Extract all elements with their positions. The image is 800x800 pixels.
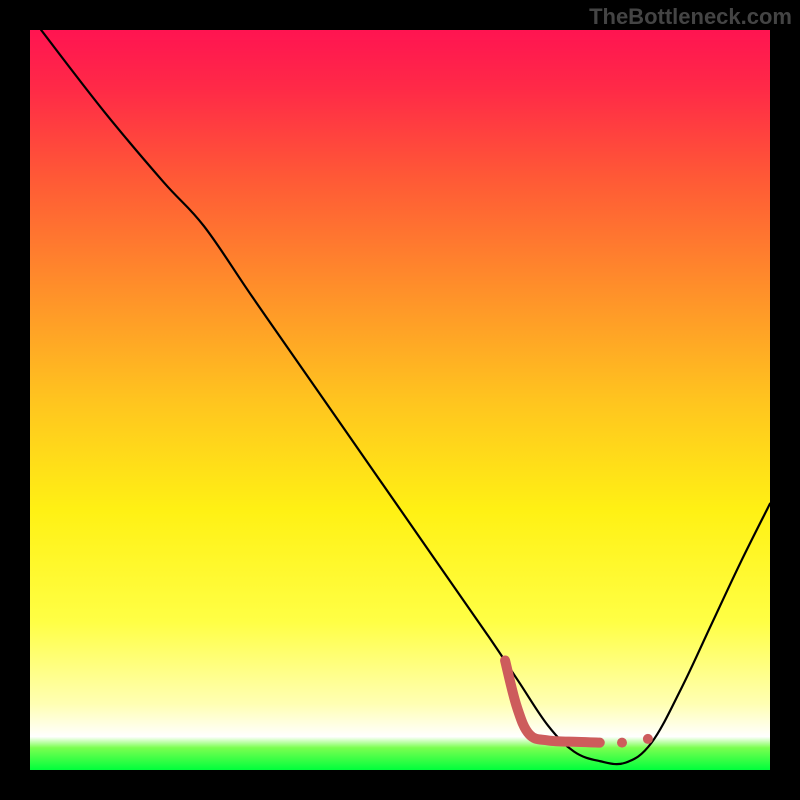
watermark-text: TheBottleneck.com — [589, 4, 792, 30]
accent-dot-2 — [643, 734, 653, 744]
bottleneck-curve-chart — [30, 30, 770, 770]
chart-background — [30, 30, 770, 770]
accent-dot-1 — [617, 738, 627, 748]
chart-plot-area — [30, 30, 770, 770]
